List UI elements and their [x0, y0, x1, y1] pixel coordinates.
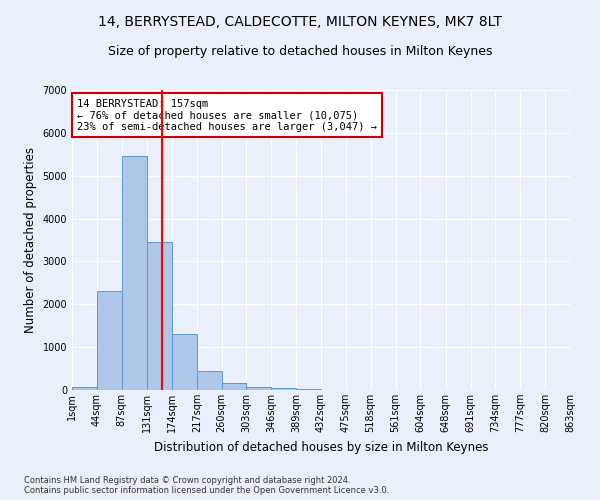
- Text: 14, BERRYSTEAD, CALDECOTTE, MILTON KEYNES, MK7 8LT: 14, BERRYSTEAD, CALDECOTTE, MILTON KEYNE…: [98, 15, 502, 29]
- Text: Size of property relative to detached houses in Milton Keynes: Size of property relative to detached ho…: [108, 45, 492, 58]
- Bar: [72, 386, 97, 390]
- Bar: [247, 386, 271, 390]
- Y-axis label: Number of detached properties: Number of detached properties: [24, 147, 37, 333]
- Bar: [172, 334, 197, 390]
- Bar: [122, 156, 146, 390]
- X-axis label: Distribution of detached houses by size in Milton Keynes: Distribution of detached houses by size …: [154, 440, 488, 454]
- Bar: [296, 388, 321, 390]
- Bar: [147, 242, 172, 390]
- Text: Contains HM Land Registry data © Crown copyright and database right 2024.
Contai: Contains HM Land Registry data © Crown c…: [24, 476, 389, 495]
- Bar: [97, 292, 122, 390]
- Bar: [221, 383, 247, 390]
- Bar: [271, 388, 296, 390]
- Text: 14 BERRYSTEAD: 157sqm
← 76% of detached houses are smaller (10,075)
23% of semi-: 14 BERRYSTEAD: 157sqm ← 76% of detached …: [77, 98, 377, 132]
- Bar: [197, 370, 221, 390]
